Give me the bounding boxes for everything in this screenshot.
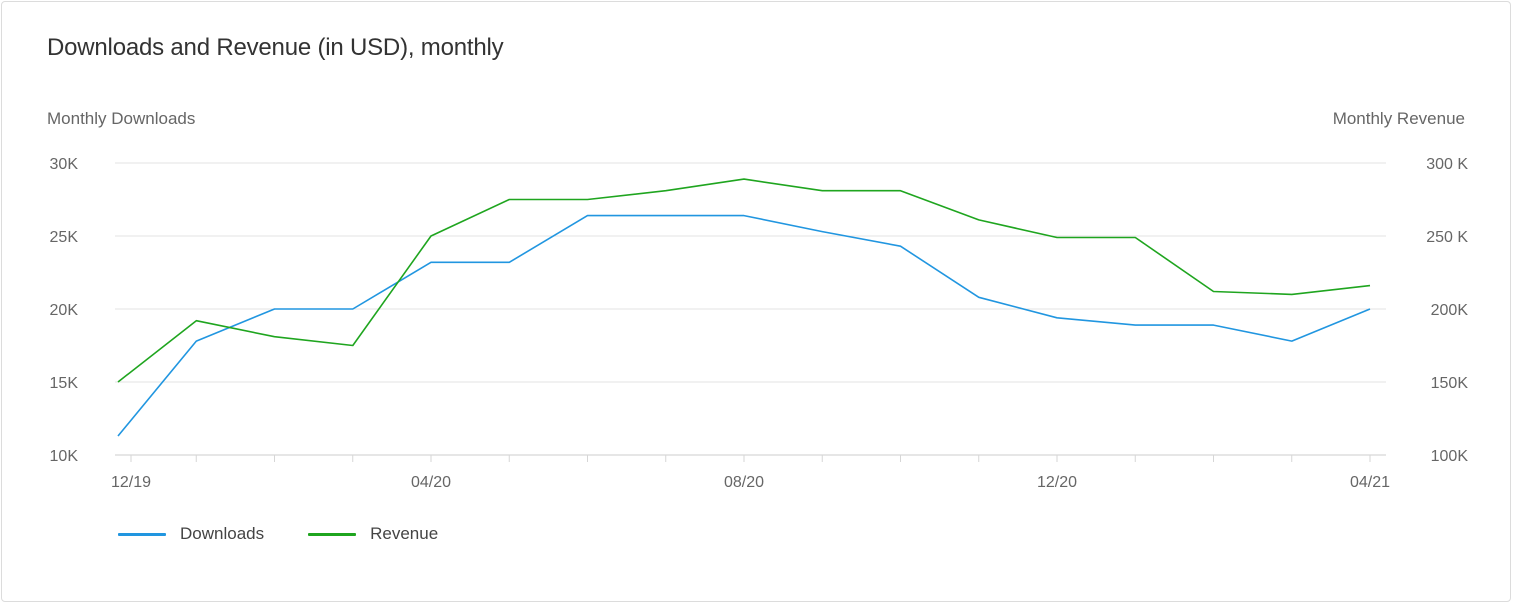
x-tick-label: 12/20 [1037, 474, 1077, 491]
x-tick-label: 12/19 [111, 474, 151, 491]
x-axis-labels: 12/19 04/20 08/20 12/20 04/21 [111, 474, 1390, 491]
legend-label-downloads: Downloads [180, 524, 265, 543]
right-y-tick-label: 200K [1431, 302, 1469, 319]
x-axis-ticks [130, 455, 1371, 462]
legend-label-revenue: Revenue [370, 524, 439, 543]
left-axis-title: Monthly Downloads [47, 109, 196, 128]
legend-swatch-downloads [118, 532, 166, 536]
series-line-downloads [117, 214, 1371, 437]
legend-swatch-revenue [308, 532, 357, 536]
right-y-axis-labels: 100K 150K 200K 250 K 300 K [1426, 156, 1468, 465]
left-y-tick-label: 25K [50, 229, 79, 246]
left-y-tick-label: 30K [50, 156, 79, 173]
right-y-tick-label: 150K [1431, 375, 1469, 392]
left-y-tick-label: 20K [50, 302, 79, 319]
left-y-tick-label: 10K [50, 448, 79, 465]
x-tick-label: 04/20 [411, 474, 451, 491]
legend-item-revenue[interactable]: Revenue [308, 524, 438, 544]
right-axis-title: Monthly Revenue [1332, 109, 1465, 128]
left-y-axis-labels: 10K 15K 20K 25K 30K [50, 156, 79, 465]
left-y-tick-label: 15K [50, 375, 79, 392]
right-y-tick-label: 250 K [1426, 229, 1468, 246]
legend: Downloads Revenue [118, 524, 482, 544]
chart-title: Downloads and Revenue (in USD), monthly [47, 34, 504, 61]
legend-item-downloads[interactable]: Downloads [118, 524, 264, 544]
right-y-tick-label: 100K [1431, 448, 1469, 465]
series-lines [117, 178, 1371, 437]
x-tick-label: 08/20 [724, 474, 764, 491]
right-y-tick-label: 300 K [1426, 156, 1468, 173]
x-tick-label: 04/21 [1350, 474, 1390, 491]
series-line-revenue [117, 178, 1371, 383]
